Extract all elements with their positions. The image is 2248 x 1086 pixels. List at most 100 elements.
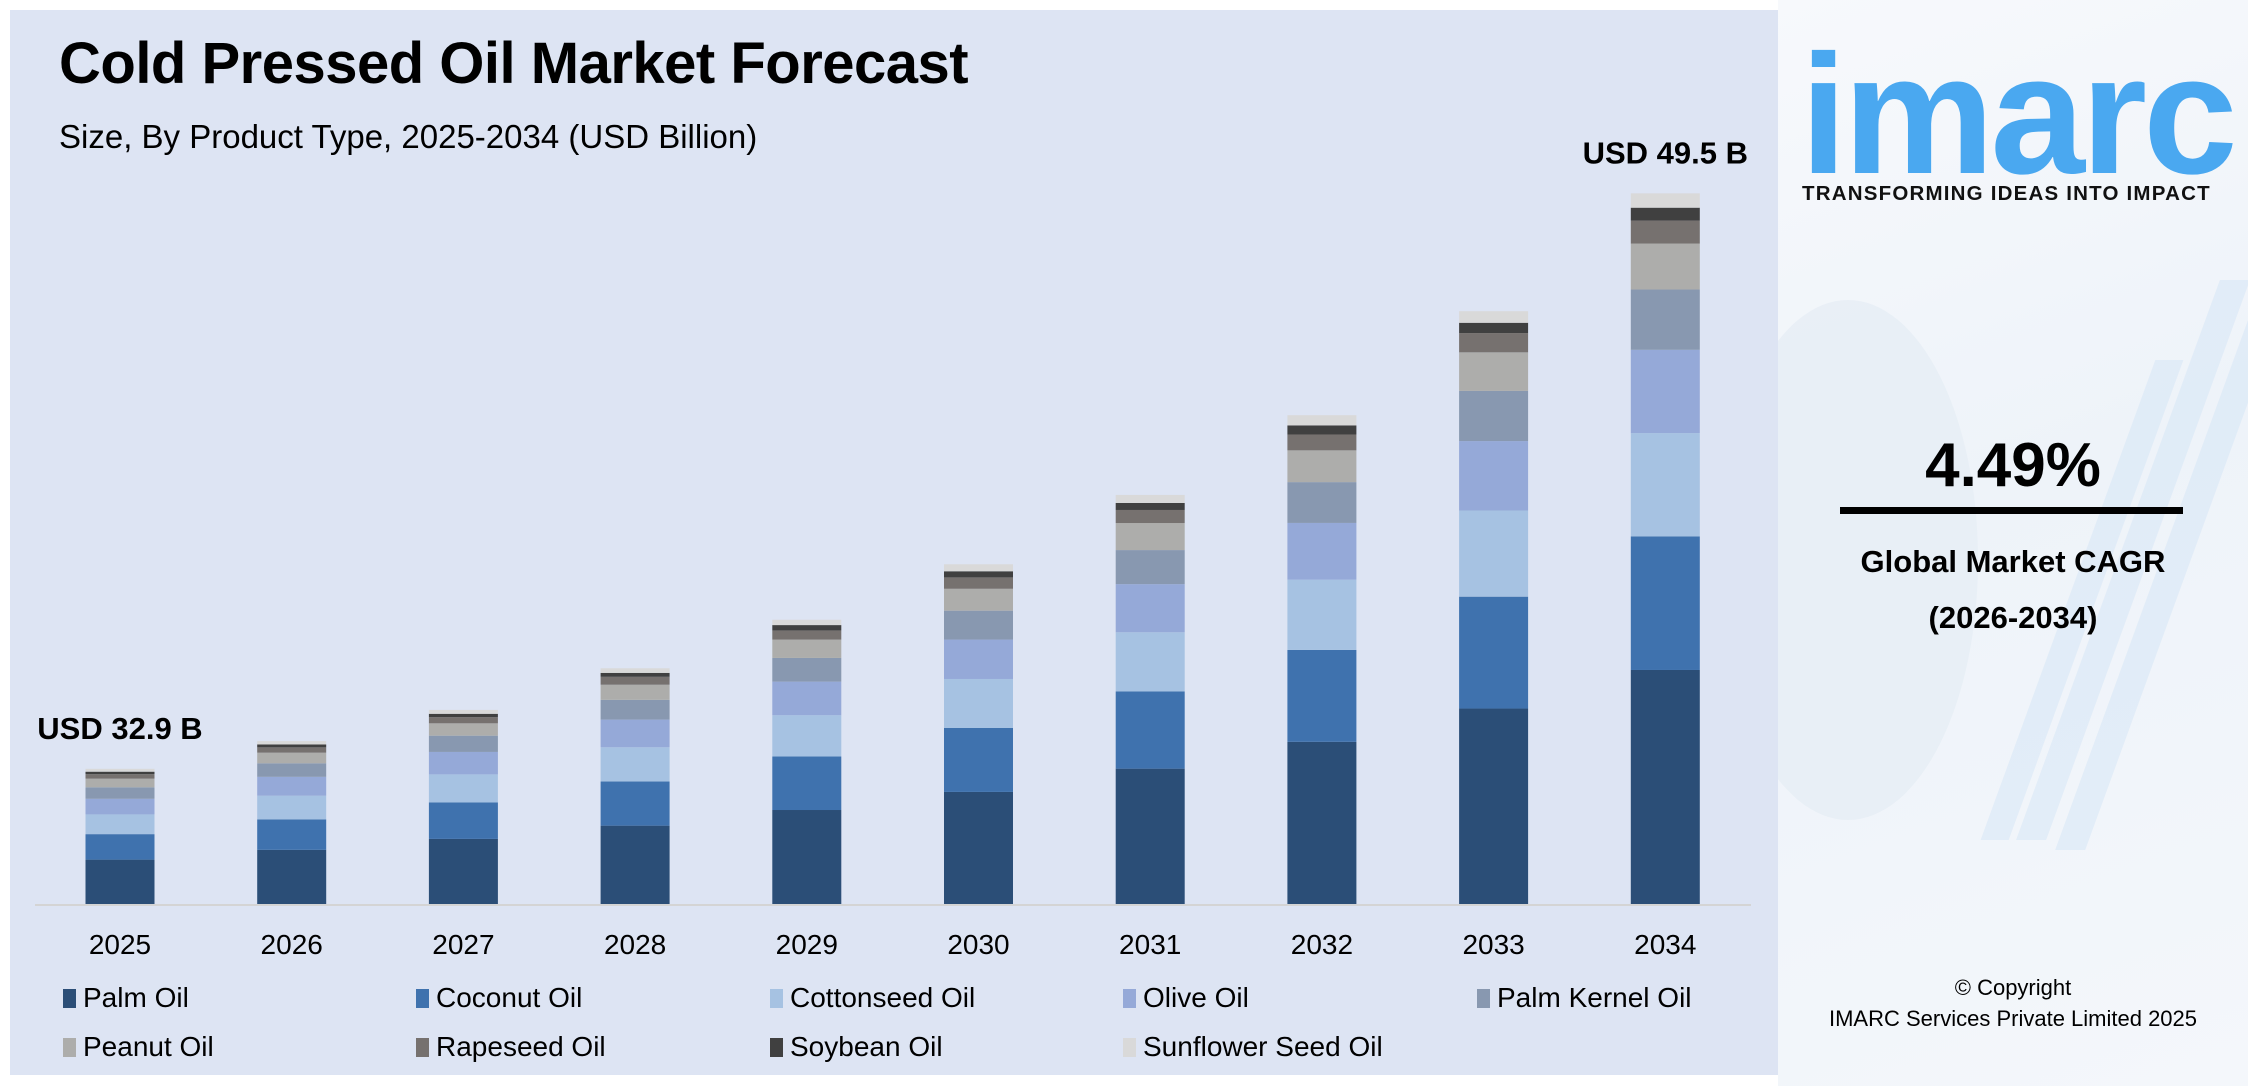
bar-segment-rapeseed-oil-2033 [1459, 333, 1529, 353]
bar-segment-soybean-oil-2030 [944, 571, 1013, 578]
bar-stack-2032 [1287, 415, 1357, 904]
bar-segment-sunflower-seed-oil-2028 [600, 668, 670, 673]
x-tick-label: 2027 [432, 929, 494, 960]
bar-segment-soybean-oil-2033 [1459, 322, 1529, 334]
legend-item: Palm Kernel Oil [1477, 982, 1692, 1014]
bar-segment-peanut-oil-2030 [944, 588, 1013, 611]
bar-segment-coconut-oil-2034 [1630, 536, 1700, 670]
legend-swatch [1477, 988, 1490, 1008]
bar-segment-cottonseed-oil-2030 [944, 678, 1013, 729]
bar-segment-olive-oil-2028 [600, 719, 670, 748]
bar-stack-2029 [772, 619, 842, 904]
bar-segment-palm-oil-2027 [428, 838, 498, 904]
bar-segment-rapeseed-oil-2029 [772, 630, 842, 640]
legend-label: Sunflower Seed Oil [1143, 1031, 1383, 1062]
bar-segment-coconut-oil-2033 [1459, 596, 1529, 709]
bar-segment-sunflower-seed-oil-2026 [257, 741, 327, 745]
bar-segment-peanut-oil-2032 [1287, 450, 1357, 483]
bar-segment-peanut-oil-2033 [1459, 352, 1529, 391]
logo-tagline: TRANSFORMING IDEAS INTO IMPACT [1802, 182, 2211, 205]
legend-label: Palm Kernel Oil [1497, 982, 1692, 1013]
copyright-owner: IMARC Services Private Limited 2025 [1828, 1006, 2198, 1031]
bar-segment-cottonseed-oil-2026 [257, 795, 327, 820]
bar-segment-peanut-oil-2028 [600, 684, 670, 700]
bar-segment-cottonseed-oil-2027 [428, 774, 498, 803]
bar-segment-olive-oil-2025 [85, 798, 155, 815]
page-title: Cold Pressed Oil Market Forecast [59, 31, 969, 96]
bar-segment-cottonseed-oil-2031 [1115, 632, 1185, 692]
copyright-line: © Copyright [1954, 975, 2072, 1000]
bar-segment-cottonseed-oil-2034 [1630, 433, 1700, 537]
background-decoration [1778, 300, 1978, 820]
x-tick-label: 2032 [1291, 929, 1353, 960]
bar-segment-palm-kernel-oil-2031 [1115, 550, 1185, 585]
legend-item: Sunflower Seed Oil [1123, 1031, 1383, 1063]
bar-stack-2027 [428, 709, 498, 904]
bar-segment-rapeseed-oil-2031 [1115, 509, 1185, 524]
bar-segment-palm-kernel-oil-2030 [944, 610, 1013, 640]
bar-segment-coconut-oil-2032 [1287, 649, 1357, 742]
bar-segment-coconut-oil-2028 [600, 781, 670, 826]
bar-segment-palm-oil-2028 [600, 825, 670, 904]
x-tick-label: 2026 [261, 929, 323, 960]
bar-segment-palm-kernel-oil-2026 [257, 763, 327, 777]
bar-segment-olive-oil-2026 [257, 776, 327, 796]
page-subtitle: Size, By Product Type, 2025-2034 (USD Bi… [59, 118, 758, 155]
legend-label: Olive Oil [1143, 982, 1249, 1013]
bar-segment-olive-oil-2033 [1459, 441, 1529, 511]
bar-segment-rapeseed-oil-2032 [1287, 434, 1357, 451]
bar-segment-palm-oil-2030 [944, 791, 1013, 904]
bar-segment-palm-oil-2033 [1459, 708, 1529, 904]
bar-segment-cottonseed-oil-2028 [600, 747, 670, 782]
bar-segment-peanut-oil-2026 [257, 752, 327, 764]
bar-segment-coconut-oil-2026 [257, 819, 327, 850]
bar-segment-soybean-oil-2026 [257, 744, 327, 748]
legend-label: Cottonseed Oil [790, 982, 976, 1013]
legend-swatch [63, 988, 76, 1008]
legend-swatch [1123, 988, 1136, 1008]
legend-label: Palm Oil [83, 982, 189, 1013]
bar-segment-peanut-oil-2029 [772, 639, 842, 658]
legend-label: Rapeseed Oil [436, 1031, 606, 1062]
bar-segment-soybean-oil-2027 [428, 713, 498, 718]
bar-segment-rapeseed-oil-2026 [257, 747, 327, 753]
bar-segment-soybean-oil-2034 [1630, 207, 1700, 221]
x-tick-label: 2028 [604, 929, 666, 960]
legend-item: Soybean Oil [770, 1031, 943, 1063]
bar-segment-palm-kernel-oil-2028 [600, 699, 670, 720]
legend-label: Peanut Oil [83, 1031, 214, 1062]
bar-segment-coconut-oil-2027 [428, 802, 498, 839]
bar-segment-cottonseed-oil-2032 [1287, 579, 1357, 650]
legend-item: Coconut Oil [416, 982, 582, 1014]
bar-stack-2025 [85, 768, 155, 904]
bar-segment-olive-oil-2031 [1115, 584, 1185, 633]
bar-segment-rapeseed-oil-2025 [85, 774, 155, 779]
legend-swatch [416, 988, 429, 1008]
bar-segment-sunflower-seed-oil-2030 [944, 564, 1013, 572]
x-tick-label: 2034 [1634, 929, 1696, 960]
bar-segment-coconut-oil-2030 [944, 728, 1013, 792]
bar-segment-soybean-oil-2025 [85, 771, 155, 775]
bar-segment-olive-oil-2030 [944, 639, 1013, 679]
bar-segment-peanut-oil-2031 [1115, 523, 1185, 551]
bar-segment-sunflower-seed-oil-2033 [1459, 311, 1529, 323]
legend-item: Cottonseed Oil [770, 982, 975, 1014]
legend-label: Coconut Oil [436, 982, 583, 1013]
bar-segment-soybean-oil-2032 [1287, 425, 1357, 435]
bar-segment-palm-oil-2029 [772, 810, 842, 904]
info-panel: imarc TRANSFORMING IDEAS INTO IMPACT 4.4… [1778, 0, 2248, 1086]
legend-item: Palm Oil [63, 982, 189, 1014]
bar-segment-olive-oil-2029 [772, 681, 842, 716]
bar-segment-cottonseed-oil-2029 [772, 715, 842, 757]
bar-segment-coconut-oil-2029 [772, 756, 842, 811]
bar-segment-peanut-oil-2034 [1630, 243, 1700, 290]
legend-item: Peanut Oil [63, 1031, 214, 1063]
bar-stack-2033 [1459, 311, 1529, 904]
bar-segment-soybean-oil-2028 [600, 672, 670, 677]
cagr-divider [1840, 507, 2183, 514]
imarc-logo: imarc [1800, 20, 2238, 210]
bar-stack-2030 [944, 564, 1013, 904]
total-value-label: USD 49.5 B [1583, 135, 1748, 170]
bar-segment-cottonseed-oil-2033 [1459, 510, 1529, 597]
x-tick-label: 2025 [89, 929, 151, 960]
